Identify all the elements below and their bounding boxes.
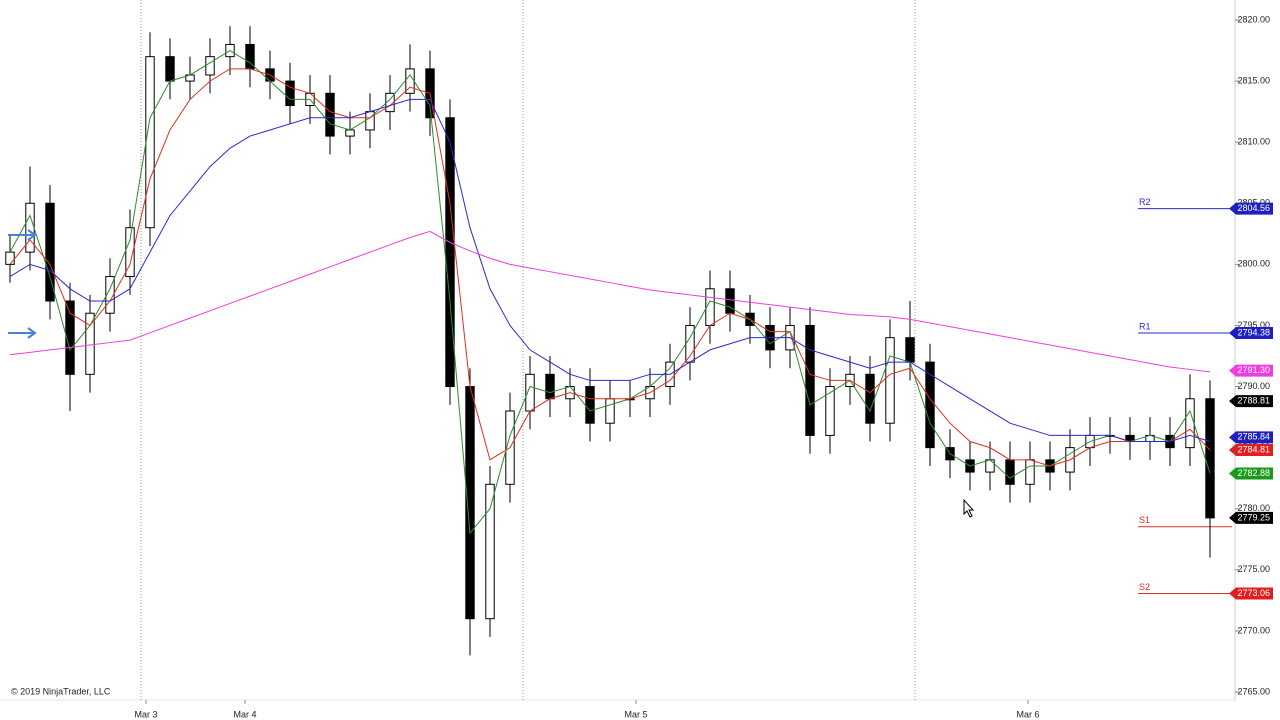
price-marker-label: 2791.30 <box>1237 365 1270 375</box>
candle-body <box>85 312 95 375</box>
candle-body <box>285 80 295 107</box>
y-tick-label: 2770.00 <box>1237 625 1270 635</box>
candle-body <box>165 56 175 82</box>
price-marker-label: 2779.25 <box>1237 512 1270 522</box>
candle-body <box>905 337 915 363</box>
x-tick-label: Mar 3 <box>134 709 157 719</box>
pivot-label: S1 <box>1139 515 1150 525</box>
candle-body <box>485 483 495 620</box>
candle-body <box>385 92 395 113</box>
pivot-label: R1 <box>1139 321 1151 331</box>
x-tick-label: Mar 5 <box>624 709 647 719</box>
candle-body <box>205 56 215 76</box>
moving-average-line <box>9 230 1211 373</box>
y-tick-label: 2775.00 <box>1237 564 1270 574</box>
candle-body <box>865 373 875 424</box>
candle-body <box>145 56 155 229</box>
position-arrows <box>8 229 37 339</box>
price-marker <box>1229 467 1273 480</box>
candle-body <box>585 386 595 424</box>
y-tick-label: 2795.00 <box>1237 320 1270 330</box>
candle-body <box>45 202 55 302</box>
candle-body <box>985 459 995 473</box>
candle-body <box>885 337 895 424</box>
candle-body <box>725 288 735 314</box>
candle-body <box>105 276 115 314</box>
candle-body <box>1205 398 1215 519</box>
price-marker-label: 2804.56 <box>1237 203 1270 213</box>
candle-body <box>545 373 555 400</box>
price-marker <box>1229 587 1273 600</box>
y-tick-label: 2800.00 <box>1237 259 1270 269</box>
candle-body <box>1185 398 1195 449</box>
price-marker-label: 2782.88 <box>1237 468 1270 478</box>
y-tick-label: 2790.00 <box>1237 381 1270 391</box>
moving-average-line <box>9 49 1211 535</box>
price-marker <box>1229 202 1273 215</box>
candle-body <box>805 324 815 436</box>
pivot-label: R2 <box>1139 197 1151 207</box>
pivot-label: S2 <box>1139 582 1150 592</box>
candle-body <box>5 251 15 265</box>
candle-body <box>345 129 355 137</box>
candle-body <box>1025 459 1035 485</box>
candle-body <box>25 202 35 253</box>
y-tick-label: 2780.00 <box>1237 503 1270 513</box>
price-marker <box>1229 511 1273 524</box>
price-marker-label: 2784.81 <box>1237 444 1270 454</box>
y-tick-label: 2810.00 <box>1237 137 1270 147</box>
moving-average-line <box>9 98 1211 443</box>
candle-body <box>445 117 455 388</box>
price-marker-label: 2773.06 <box>1237 588 1270 598</box>
price-marker <box>1229 395 1273 408</box>
y-tick-label: 2805.00 <box>1237 198 1270 208</box>
price-marker <box>1229 443 1273 456</box>
y-tick-label: 2815.00 <box>1237 75 1270 85</box>
candle-body <box>925 361 935 449</box>
price-marker-label: 2788.81 <box>1237 395 1270 405</box>
candle-body <box>1005 459 1015 485</box>
candle-body <box>325 92 335 137</box>
candle-body <box>125 227 135 278</box>
price-marker-label: 2794.38 <box>1237 327 1270 337</box>
candle-body <box>825 386 835 436</box>
price-marker-label: 2785.84 <box>1237 432 1270 442</box>
candle-body <box>605 398 615 424</box>
price-marker <box>1229 327 1273 340</box>
moving-average-line <box>9 68 1211 467</box>
x-tick-label: Mar 4 <box>233 709 256 719</box>
plot-area: R2 R1 S1 S2 <box>5 26 1232 656</box>
y-tick-label: 2820.00 <box>1237 14 1270 24</box>
price-marker <box>1229 364 1273 377</box>
mouse-cursor <box>963 498 975 518</box>
y-tick-label: 2765.00 <box>1237 686 1270 696</box>
x-tick-label: Mar 6 <box>1016 709 1039 719</box>
candle-body <box>65 300 75 375</box>
price-marker <box>1229 431 1273 444</box>
copyright: © 2019 NinjaTrader, LLC <box>11 686 111 696</box>
